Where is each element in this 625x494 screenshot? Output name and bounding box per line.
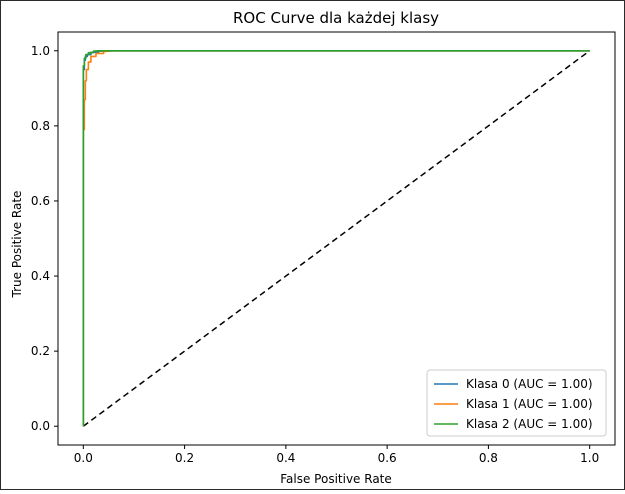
legend-label-klasa-1: Klasa 1 (AUC = 1.00) — [466, 397, 593, 411]
y-tick-label: 0.2 — [31, 344, 50, 358]
reference-diagonal-line — [82, 50, 591, 427]
x-tick-label: 0.8 — [479, 451, 498, 465]
x-tick-label: 1.0 — [580, 451, 599, 465]
legend-label-klasa-0: Klasa 0 (AUC = 1.00) — [466, 377, 593, 391]
y-tick-label: 0.0 — [31, 419, 50, 433]
y-tick-label: 0.8 — [31, 119, 50, 133]
y-axis-label: True Positive Rate — [10, 191, 24, 299]
y-tick-label: 1.0 — [31, 44, 50, 58]
legend-label-klasa-2: Klasa 2 (AUC = 1.00) — [466, 417, 593, 431]
x-tick-label: 0.4 — [276, 451, 295, 465]
y-tick-label: 0.4 — [31, 269, 50, 283]
roc-line-klasa-1 — [82, 49, 590, 427]
plot-frame — [57, 31, 616, 446]
roc-line-klasa-2 — [82, 49, 590, 427]
x-axis-label: False Positive Rate — [280, 472, 392, 486]
x-tick-label: 0.6 — [378, 451, 397, 465]
y-tick-label: 0.6 — [31, 194, 50, 208]
x-tick-label: 0.0 — [74, 451, 93, 465]
x-tick-label: 0.2 — [175, 451, 194, 465]
chart-title: ROC Curve dla każdej klasy — [233, 9, 439, 27]
legend-box — [426, 369, 607, 437]
